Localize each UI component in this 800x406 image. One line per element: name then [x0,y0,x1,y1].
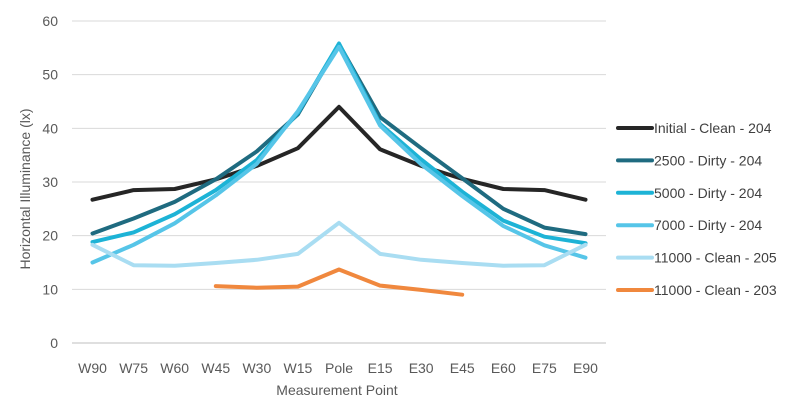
y-tick-label: 0 [50,335,58,351]
x-tick-label: E60 [491,360,516,376]
y-axis-ticks: 0 10 20 30 40 50 60 [42,13,58,351]
y-axis-title: Horizontal Illuminance (lx) [17,108,33,269]
legend-label: 11000 - Clean - 205 [654,250,777,266]
gridlines [72,20,606,344]
x-tick-label: Pole [325,360,353,376]
series-line-2 [90,42,588,237]
legend-label: Initial - Clean - 204 [654,120,772,136]
series-line-3 [90,41,588,246]
legend: Initial - Clean - 204 2500 - Dirty - 204 5… [616,120,777,298]
x-tick-label: E30 [409,360,434,376]
y-tick-label: 10 [42,281,58,297]
legend-label: 2500 - Dirty - 204 [654,152,762,168]
x-tick-label: W45 [201,360,230,376]
series-line-5 [90,220,588,268]
x-tick-label: E75 [532,360,557,376]
x-axis-ticks: W90 W75 W60 W45 W30 W15 Pole E15 E30 E45 E60 E75 E90 [78,360,598,376]
x-axis-title: Measurement Point [276,382,398,398]
x-tick-label: W30 [242,360,271,376]
y-tick-label: 40 [42,120,58,136]
legend-label: 5000 - Dirty - 204 [654,185,762,201]
series-line-4 [90,44,588,265]
series-line-6 [213,267,465,297]
y-tick-label: 50 [42,67,58,83]
series-lines [90,41,588,297]
x-tick-label: E45 [450,360,475,376]
legend-label: 11000 - Clean - 203 [654,282,777,298]
x-tick-label: E90 [573,360,598,376]
x-tick-label: W75 [119,360,148,376]
x-tick-label: E15 [368,360,393,376]
x-tick-label: W90 [78,360,107,376]
x-tick-label: W15 [284,360,313,376]
legend-label: 7000 - Dirty - 204 [654,217,762,233]
y-tick-label: 30 [42,174,58,190]
y-tick-label: 20 [42,228,58,244]
series-line-1 [90,104,588,202]
x-tick-label: W60 [160,360,189,376]
y-tick-label: 60 [42,13,58,29]
